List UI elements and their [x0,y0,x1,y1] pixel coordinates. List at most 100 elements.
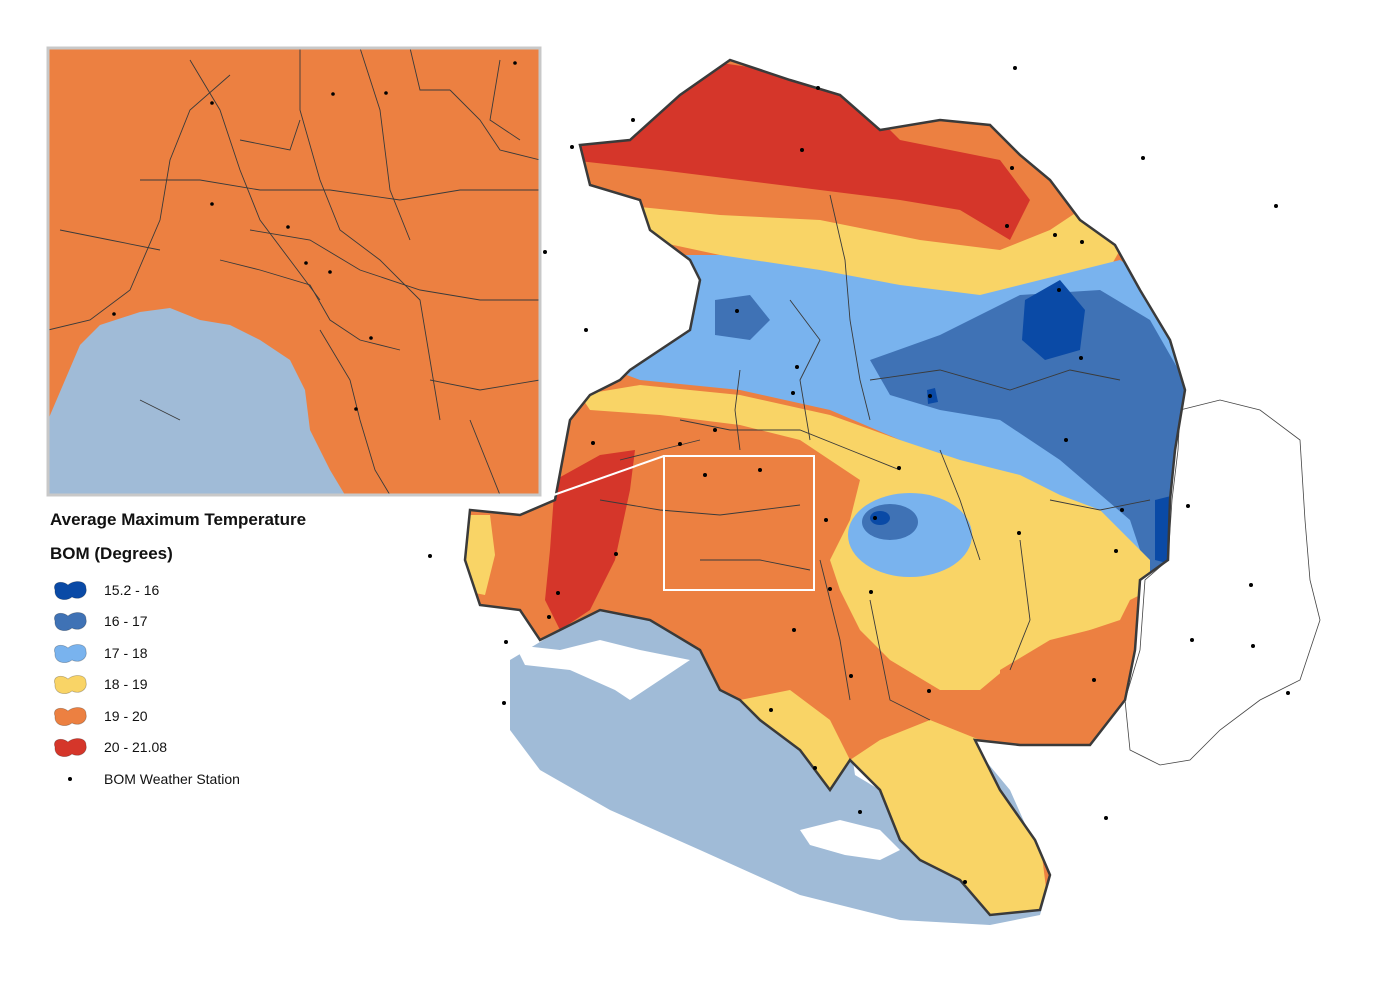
station [858,810,862,814]
inset-map [46,46,542,497]
station [713,428,717,432]
zone-18-19-north [620,205,1120,305]
phillip-island [800,820,900,860]
legend-item: 17 - 18 [50,637,370,669]
station [813,766,817,770]
legend-subtitle: BOM (Degrees) [50,544,173,563]
inset-bay [48,308,345,495]
station [735,309,739,313]
legend-swatch-icon [54,580,87,600]
legend-swatch-icon [54,612,87,632]
station [1005,224,1009,228]
station [927,689,931,693]
zone-16-17-west [715,295,770,340]
legend-item: 19 - 20 [50,700,370,732]
station [328,270,332,274]
station [304,261,308,265]
zone-16-17-east [870,290,1185,600]
legend-classes: 15.2 - 16 16 - 17 17 - 18 18 - 19 19 - 20 20 … [50,574,370,763]
legend-item-label: 15.2 - 16 [104,581,160,598]
station [1017,531,1021,535]
legend-item-label: BOM Weather Station [104,770,240,787]
peninsula-island [515,640,690,700]
legend-item-station: BOM Weather Station [50,763,370,795]
legend-item: 20 - 21.08 [50,732,370,764]
station [703,473,707,477]
legend: Average Maximum Temperature BOM (Degrees… [50,510,370,795]
lga-boundaries [599,194,1151,721]
station [591,441,595,445]
inset-frame [46,46,542,497]
station [1186,504,1190,508]
zone-16-17-bullseye [862,504,918,540]
station [824,518,828,522]
legend-title: Average Maximum Temperature [50,510,307,529]
station [1010,166,1014,170]
legend-swatch-icon [54,643,87,663]
station [1251,644,1255,648]
station [758,468,762,472]
station [869,590,873,594]
legend-item: 18 - 19 [50,669,370,701]
weather-stations [428,66,1290,884]
station [963,880,967,884]
station [800,148,804,152]
station [791,391,795,395]
station [1274,204,1278,208]
station [828,587,832,591]
station [1190,638,1194,642]
station [678,442,682,446]
station [1120,508,1124,512]
station [1064,438,1068,442]
zone-20-21-west [545,450,635,630]
legend-item-label: 18 - 19 [104,676,148,693]
station-symbol-icon [50,776,90,781]
inset-boundaries [48,48,540,495]
station [1057,288,1061,292]
station [816,86,820,90]
zone-15-16-c [927,388,938,404]
station [1249,583,1253,587]
station [1053,233,1057,237]
legend-item: 15.2 - 16 [50,574,370,606]
legend-item: 16 - 17 [50,606,370,638]
station [210,101,214,105]
station [286,225,290,229]
zone-15-16-a [1022,280,1085,360]
station [112,312,116,316]
station [1079,356,1083,360]
station [1080,240,1084,244]
legend-swatch-icon [54,738,87,758]
station [1286,691,1290,695]
zone-15-16-bullseye [870,511,890,525]
inset-leader-line [544,455,665,499]
station [769,708,773,712]
station [1013,66,1017,70]
station [849,674,853,678]
zone-20-21-north [560,60,1030,240]
legend-item-label: 16 - 17 [104,613,148,630]
legend-swatch-icon [54,706,87,726]
region-boundary [463,58,1187,917]
station [556,591,560,595]
inset-locator-box [663,455,815,591]
station [1104,816,1108,820]
station [369,336,373,340]
station [584,328,588,332]
legend-item-label: 17 - 18 [104,644,148,661]
station [873,516,877,520]
station [570,145,574,149]
station [897,466,901,470]
station [792,628,796,632]
station [513,61,517,65]
station [928,394,932,398]
station [614,552,618,556]
legend-item-label: 20 - 21.08 [104,739,168,756]
station [1092,678,1096,682]
station [428,554,432,558]
station [331,92,335,96]
station [354,407,358,411]
station [1114,549,1118,553]
zone-17-18-bullseye [848,493,972,577]
